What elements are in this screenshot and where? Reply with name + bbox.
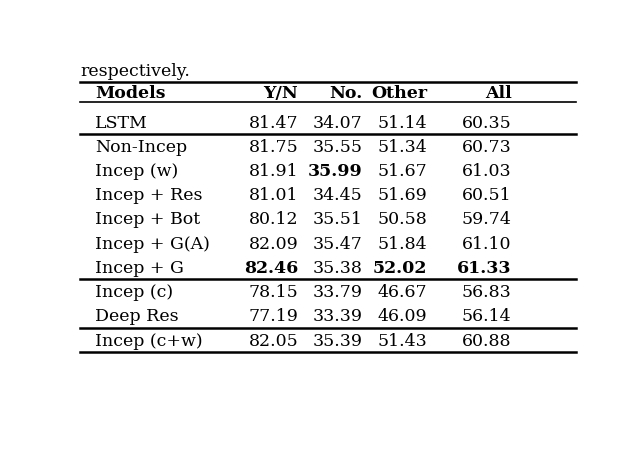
Text: 34.45: 34.45 bbox=[313, 187, 363, 204]
Text: 51.84: 51.84 bbox=[378, 235, 428, 252]
Text: Non-Incep: Non-Incep bbox=[95, 138, 187, 156]
Text: Models: Models bbox=[95, 85, 165, 101]
Text: 77.19: 77.19 bbox=[248, 308, 298, 324]
Text: 35.47: 35.47 bbox=[313, 235, 363, 252]
Text: Incep + G(A): Incep + G(A) bbox=[95, 235, 210, 252]
Text: 52.02: 52.02 bbox=[373, 259, 428, 276]
Text: LSTM: LSTM bbox=[95, 114, 148, 131]
Text: 35.55: 35.55 bbox=[313, 138, 363, 156]
Text: Other: Other bbox=[371, 85, 428, 101]
Text: Incep + G: Incep + G bbox=[95, 259, 184, 276]
Text: Incep (c+w): Incep (c+w) bbox=[95, 332, 202, 349]
Text: 61.33: 61.33 bbox=[457, 259, 511, 276]
Text: Incep (w): Incep (w) bbox=[95, 162, 178, 180]
Text: 46.67: 46.67 bbox=[378, 283, 428, 300]
Text: 50.58: 50.58 bbox=[378, 211, 428, 228]
Text: 34.07: 34.07 bbox=[313, 114, 363, 131]
Text: 46.09: 46.09 bbox=[378, 308, 428, 324]
Text: 33.79: 33.79 bbox=[313, 283, 363, 300]
Text: 81.47: 81.47 bbox=[248, 114, 298, 131]
Text: 35.51: 35.51 bbox=[313, 211, 363, 228]
Text: 61.10: 61.10 bbox=[462, 235, 511, 252]
Text: 81.75: 81.75 bbox=[248, 138, 298, 156]
Text: respectively.: respectively. bbox=[80, 63, 190, 81]
Text: 51.69: 51.69 bbox=[378, 187, 428, 204]
Text: 35.39: 35.39 bbox=[313, 332, 363, 349]
Text: 82.05: 82.05 bbox=[248, 332, 298, 349]
Text: 33.39: 33.39 bbox=[313, 308, 363, 324]
Text: Incep (c): Incep (c) bbox=[95, 283, 173, 300]
Text: 78.15: 78.15 bbox=[248, 283, 298, 300]
Text: Incep + Res: Incep + Res bbox=[95, 187, 202, 204]
Text: 82.46: 82.46 bbox=[244, 259, 298, 276]
Text: Incep + Bot: Incep + Bot bbox=[95, 211, 200, 228]
Text: 51.14: 51.14 bbox=[378, 114, 428, 131]
Text: 60.73: 60.73 bbox=[462, 138, 511, 156]
Text: All: All bbox=[484, 85, 511, 101]
Text: 56.83: 56.83 bbox=[462, 283, 511, 300]
Text: 51.67: 51.67 bbox=[378, 162, 428, 180]
Text: 51.43: 51.43 bbox=[378, 332, 428, 349]
Text: 80.12: 80.12 bbox=[248, 211, 298, 228]
Text: Deep Res: Deep Res bbox=[95, 308, 179, 324]
Text: 82.09: 82.09 bbox=[248, 235, 298, 252]
Text: 61.03: 61.03 bbox=[462, 162, 511, 180]
Text: 81.91: 81.91 bbox=[248, 162, 298, 180]
Text: 81.01: 81.01 bbox=[249, 187, 298, 204]
Text: 59.74: 59.74 bbox=[461, 211, 511, 228]
Text: 56.14: 56.14 bbox=[462, 308, 511, 324]
Text: Y/N: Y/N bbox=[264, 85, 298, 101]
Text: 51.34: 51.34 bbox=[378, 138, 428, 156]
Text: No.: No. bbox=[330, 85, 363, 101]
Text: 35.99: 35.99 bbox=[308, 162, 363, 180]
Text: 60.88: 60.88 bbox=[462, 332, 511, 349]
Text: 60.35: 60.35 bbox=[462, 114, 511, 131]
Text: 35.38: 35.38 bbox=[313, 259, 363, 276]
Text: 60.51: 60.51 bbox=[462, 187, 511, 204]
